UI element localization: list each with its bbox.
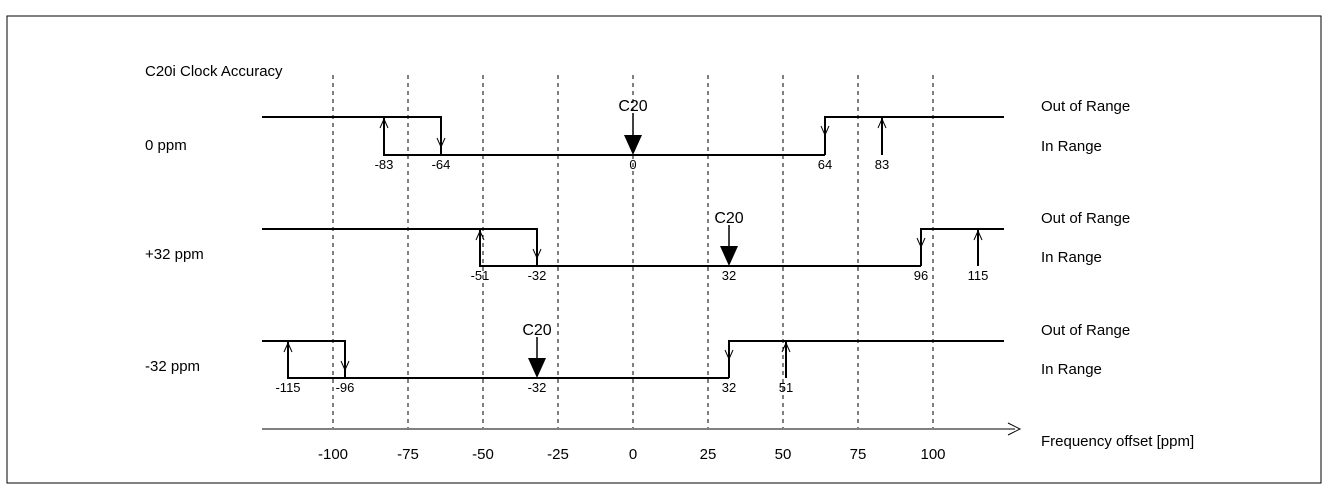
axis-tick-label: -100 <box>318 446 348 463</box>
threshold-label: -51 <box>471 268 490 283</box>
right-rising-trace <box>920 228 1004 266</box>
row-label: -32 ppm <box>145 358 200 375</box>
frame-border <box>6 15 1322 484</box>
down-arrow-icon <box>916 237 926 249</box>
down-arrow-icon <box>724 349 734 361</box>
frequency-axis: -100 -75 -50 -25 0 25 50 75 100 Frequency offset… <box>262 422 1194 463</box>
threshold-label: 64 <box>818 157 832 172</box>
threshold-label: -96 <box>336 380 355 395</box>
c20-triangle-icon <box>720 246 738 266</box>
gridlines <box>332 75 934 428</box>
threshold-label: 115 <box>968 268 989 283</box>
threshold-label: 96 <box>914 268 928 283</box>
diagram-title: C20i Clock Accuracy <box>145 63 283 80</box>
axis-tick-label: 0 <box>629 446 637 463</box>
in-range-trace <box>479 229 921 267</box>
left-falling-trace <box>262 340 346 378</box>
threshold-label: 83 <box>875 157 889 172</box>
rows: 0 ppm Out of Range In Range -83 -64 64 83 C20 0 +… <box>145 98 1130 395</box>
c20-triangle-icon <box>624 135 642 155</box>
in-range-trace <box>383 117 825 156</box>
right-rising-trace <box>824 116 1004 155</box>
c20-label: C20 <box>618 98 647 115</box>
row-label: 0 ppm <box>145 137 187 154</box>
right-rising-trace <box>728 340 1004 378</box>
axis-tick-label: 100 <box>920 446 945 463</box>
center-value-label: -32 <box>528 380 547 395</box>
up-arrow-icon <box>283 341 293 353</box>
up-arrow-icon <box>475 229 485 241</box>
down-arrow-icon <box>532 248 542 260</box>
threshold-label: 32 <box>722 380 736 395</box>
threshold-label: -83 <box>375 157 394 172</box>
axis-tick-label: -75 <box>397 446 419 463</box>
out-of-range-label: Out of Range <box>1041 98 1130 115</box>
row: 0 ppm Out of Range In Range -83 -64 64 83 C20 0 <box>145 98 1130 172</box>
in-range-label: In Range <box>1041 138 1102 155</box>
center-value-label: 0 <box>629 157 636 172</box>
out-of-range-label: Out of Range <box>1041 210 1130 227</box>
c20-triangle-icon <box>528 358 546 378</box>
left-falling-trace <box>262 116 442 155</box>
axis-tick-label: 75 <box>850 446 867 463</box>
threshold-label: -32 <box>528 268 547 283</box>
in-range-label: In Range <box>1041 249 1102 266</box>
up-arrow-icon <box>379 117 389 129</box>
threshold-label: -115 <box>275 380 300 395</box>
in-range-trace <box>287 341 729 379</box>
axis-tick-label: -25 <box>547 446 569 463</box>
axis-tick-label: 50 <box>775 446 792 463</box>
up-arrow-icon <box>781 341 791 353</box>
down-arrow-icon <box>340 360 350 372</box>
left-falling-trace <box>262 228 538 266</box>
up-arrow-icon <box>877 117 887 129</box>
axis-arrow-icon <box>1007 422 1022 436</box>
up-arrow-icon <box>973 229 983 241</box>
threshold-label: -64 <box>432 157 451 172</box>
threshold-label: 51 <box>779 380 793 395</box>
out-of-range-label: Out of Range <box>1041 322 1130 339</box>
center-value-label: 32 <box>722 268 736 283</box>
row: +32 ppm Out of Range In Range -51 -32 96 115 C2… <box>145 210 1130 283</box>
axis-tick-label: 25 <box>700 446 717 463</box>
down-arrow-icon <box>820 125 830 137</box>
c20-label: C20 <box>714 210 743 227</box>
row-label: +32 ppm <box>145 246 204 263</box>
row: -32 ppm Out of Range In Range -115 -96 32 51 C2… <box>145 322 1130 395</box>
axis-tick-label: -50 <box>472 446 494 463</box>
down-arrow-icon <box>436 137 446 149</box>
in-range-label: In Range <box>1041 361 1102 378</box>
axis-ticks: -100 -75 -50 -25 0 25 50 75 100 <box>318 446 946 463</box>
axis-label: Frequency offset [ppm] <box>1041 433 1194 450</box>
c20-label: C20 <box>522 322 551 339</box>
